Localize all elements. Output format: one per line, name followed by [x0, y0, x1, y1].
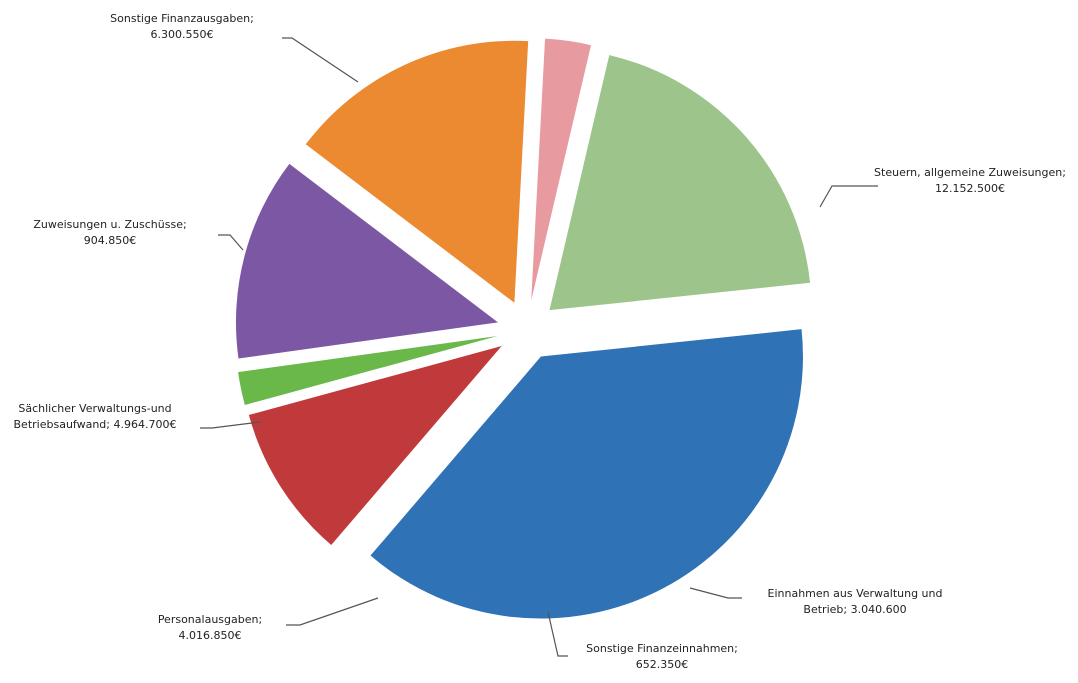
slice-label-steuern: Steuern, allgemeine Zuweisungen; 12.152.5… [874, 166, 1066, 195]
slice-label-line2: 904.850€ [84, 234, 137, 247]
leader-line-personalausgaben [286, 597, 379, 626]
leader-line-einnahmen-verwaltung [689, 587, 742, 599]
slice-label-line1: Sonstige Finanzeinnahmen; [586, 642, 738, 655]
pie-slice-steuern [370, 329, 803, 619]
leader-line-zuweisungen [218, 234, 244, 251]
slice-label-saechlicher-aufwand: Sächlicher Verwaltungs-und Betriebsaufwan… [14, 402, 177, 431]
pie-slice-einnahmen-verwaltung [248, 346, 502, 546]
pie-slice-sonstige-finanzausgaben [549, 55, 811, 311]
leader-lines [200, 37, 878, 657]
leader-line-saechlicher-aufwand [200, 421, 261, 429]
slice-label-sonstige-finanzausgaben: Sonstige Finanzausgaben; 6.300.550€ [110, 12, 254, 41]
slice-label-line2: Betriebsaufwand; 4.964.700€ [14, 418, 177, 431]
slice-label-line1: Zuweisungen u. Zuschüsse; [33, 218, 186, 231]
slice-labels: Steuern, allgemeine Zuweisungen; 12.152.5… [14, 12, 1066, 671]
slice-label-zuweisungen: Zuweisungen u. Zuschüsse; 904.850€ [33, 218, 186, 247]
leader-line-steuern [819, 185, 878, 208]
slice-label-line2: 4.016.850€ [179, 629, 242, 642]
slice-label-personalausgaben: Personalausgaben; 4.016.850€ [158, 613, 262, 642]
slice-label-line2: 12.152.500€ [935, 182, 1005, 195]
pie-slice-sonstige-finanzeinnahmen [238, 336, 498, 405]
slice-label-einnahmen-verwaltung: Einnahmen aus Verwaltung und Betrieb; 3.0… [768, 587, 943, 616]
leader-line-sonstige-finanzeinnahmen [547, 611, 568, 657]
pie-slice-zuweisungen [531, 38, 592, 301]
pie-slice-personalausgaben [235, 163, 498, 359]
slice-label-line1: Sächlicher Verwaltungs-und [18, 402, 171, 415]
pie-slices [235, 38, 811, 619]
slice-label-line1: Steuern, allgemeine Zuweisungen; [874, 166, 1066, 179]
slice-label-line1: Personalausgaben; [158, 613, 262, 626]
pie-slice-saechlicher-aufwand [305, 40, 529, 303]
slice-label-line2: 6.300.550€ [151, 28, 214, 41]
slice-label-sonstige-finanzeinnahmen: Sonstige Finanzeinnahmen; 652.350€ [586, 642, 738, 671]
leader-line-sonstige-finanzausgaben [282, 37, 359, 83]
slice-label-line2: 652.350€ [636, 658, 689, 671]
slice-label-line1: Sonstige Finanzausgaben; [110, 12, 254, 25]
slice-label-line2: Betrieb; 3.040.600 [803, 603, 906, 616]
slice-label-line1: Einnahmen aus Verwaltung und [768, 587, 943, 600]
